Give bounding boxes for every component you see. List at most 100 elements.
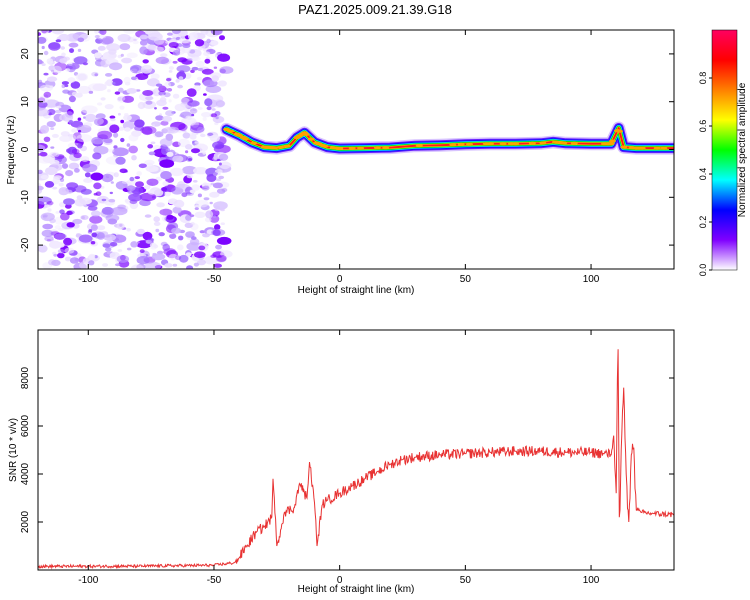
noise-speckle (91, 210, 101, 217)
noise-speckle (69, 257, 80, 264)
noise-speckle (116, 255, 130, 263)
noise-speckle (204, 58, 211, 64)
noise-speckle (128, 145, 138, 154)
noise-speckle (167, 32, 173, 36)
noise-speckle (112, 147, 129, 157)
noise-speckle (73, 56, 88, 65)
snr-x-tick-label: 100 (583, 575, 600, 586)
noise-speckle (202, 233, 210, 238)
spectrogram-y-tick-label: 10 (20, 96, 31, 108)
noise-speckle (68, 95, 76, 103)
noise-speckle (61, 163, 69, 169)
spectrogram-x-tick-label: 50 (460, 274, 472, 285)
noise-speckle (52, 176, 61, 185)
noise-speckle (114, 91, 121, 95)
noise-speckle (185, 144, 193, 150)
noise-speckle (194, 211, 206, 218)
ridge-bright-spot (620, 145, 628, 149)
spectrogram-x-tick-label: 100 (583, 274, 600, 285)
ridge-bright-spot (616, 129, 623, 133)
noise-speckle (108, 48, 117, 55)
noise-speckle (130, 264, 144, 269)
noise-speckle (38, 196, 52, 205)
noise-speckle (80, 215, 89, 220)
noise-speckle (162, 106, 169, 110)
noise-speckle (209, 134, 220, 142)
snr-x-tick-label: -100 (78, 575, 98, 586)
noise-speckle (131, 155, 137, 161)
noise-speckle (112, 81, 116, 85)
snr-frame (37, 329, 675, 571)
noise-speckle (52, 65, 62, 74)
noise-speckle (38, 108, 50, 117)
noise-speckle (213, 66, 218, 69)
noise-speckle (191, 148, 200, 154)
noise-speckle (61, 188, 66, 192)
noise-speckle (117, 34, 131, 42)
noise-speckle (135, 73, 149, 80)
noise-speckle (129, 176, 135, 182)
noise-speckle (214, 169, 223, 174)
noise-speckle (119, 105, 125, 110)
ridge-bright-spot (539, 141, 547, 145)
ridge-bright-spot (271, 146, 279, 150)
noise-speckle (97, 130, 113, 140)
colorbar-tick-label: 0.2 (698, 216, 708, 229)
ridge-bright-spot (449, 143, 457, 147)
noise-speckle (65, 68, 71, 72)
noise-speckle (101, 206, 114, 215)
noise-speckle (126, 247, 132, 251)
spectrogram-y-tick-label: 20 (20, 48, 31, 60)
noise-speckle (105, 247, 112, 252)
noise-speckle (45, 166, 58, 176)
noise-speckle (96, 225, 106, 231)
noise-speckle (51, 69, 55, 73)
noise-speckle (203, 93, 207, 96)
noise-speckle (220, 222, 225, 225)
snr-y-tick-label: 4000 (20, 462, 31, 485)
noise-speckle (77, 117, 82, 121)
noise-speckle (148, 151, 156, 156)
noise-speckle (136, 256, 150, 265)
noise-speckle (59, 178, 65, 182)
ridge-bright-spot (499, 142, 507, 146)
noise-speckle (97, 118, 108, 126)
colorbar-ticks: 0.0 0.2 0.4 0.6 0.8 (698, 72, 712, 276)
noise-speckle (91, 71, 99, 77)
noise-speckle (67, 146, 78, 155)
noise-speckle (184, 72, 192, 79)
spectrogram-y-tick-label: -10 (20, 190, 31, 205)
noise-speckle (107, 148, 115, 153)
noise-speckle (178, 76, 184, 81)
noise-speckle (185, 231, 195, 238)
noise-speckle (186, 242, 202, 251)
noise-speckle (82, 62, 88, 66)
noise-speckle (166, 151, 174, 157)
noise-speckle (58, 182, 64, 187)
noise-speckle (93, 145, 109, 155)
noise-speckle (43, 202, 47, 205)
noise-speckle (90, 241, 96, 245)
noise-speckle (98, 30, 104, 34)
noise-speckle (133, 38, 137, 42)
colorbar-tick-label: 0.6 (698, 120, 708, 133)
noise-speckle (202, 116, 207, 121)
noise-speckle (154, 46, 165, 53)
noise-speckle (200, 133, 206, 138)
noise-speckle (54, 233, 67, 240)
noise-speckle (172, 93, 180, 99)
noise-speckle (172, 206, 182, 214)
noise-speckle (175, 255, 182, 261)
noise-speckle (84, 113, 97, 123)
noise-speckle (153, 221, 161, 226)
noise-speckle (76, 134, 93, 143)
noise-speckle (107, 218, 118, 225)
noise-speckle (209, 191, 220, 198)
noise-speckle (135, 181, 144, 188)
noise-speckle (161, 115, 172, 123)
noise-speckle (120, 53, 124, 57)
noise-speckle (88, 253, 96, 260)
noise-speckle (66, 189, 73, 194)
noise-speckle (142, 231, 153, 241)
noise-speckle (189, 189, 196, 194)
